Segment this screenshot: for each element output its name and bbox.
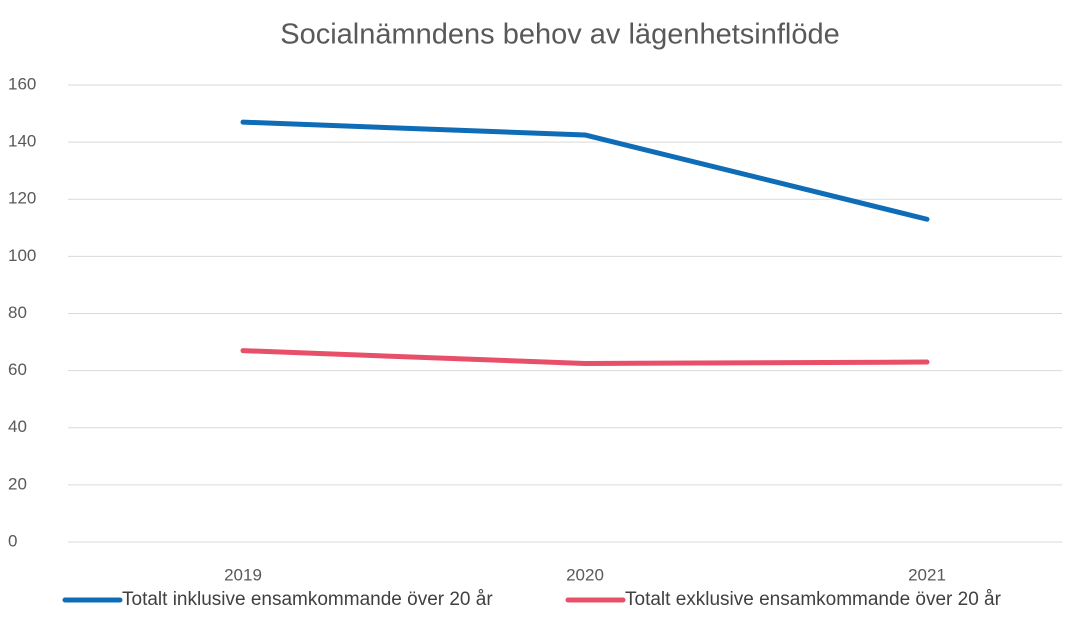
y-tick-label: 100 [8, 246, 36, 265]
y-tick-label: 160 [8, 74, 36, 93]
legend-label: Totalt inklusive ensamkommande över 20 å… [122, 589, 493, 610]
y-tick-label: 80 [8, 303, 27, 322]
x-tick-label: 2020 [566, 565, 604, 584]
x-tick-label: 2021 [908, 565, 946, 584]
legend-label: Totalt exklusive ensamkommande över 20 å… [625, 589, 1002, 610]
x-tick-label: 2019 [224, 565, 262, 584]
y-tick-label: 0 [8, 531, 17, 550]
series-line [240, 119, 930, 222]
y-tick-label: 60 [8, 360, 27, 379]
y-tick-label: 140 [8, 132, 36, 151]
y-tick-label: 40 [8, 417, 27, 436]
chart-title: Socialnämndens behov av lägenhetsinflöde [280, 19, 839, 51]
y-tick-label: 120 [8, 189, 36, 208]
y-tick-label: 20 [8, 474, 27, 493]
series-line [240, 348, 930, 366]
